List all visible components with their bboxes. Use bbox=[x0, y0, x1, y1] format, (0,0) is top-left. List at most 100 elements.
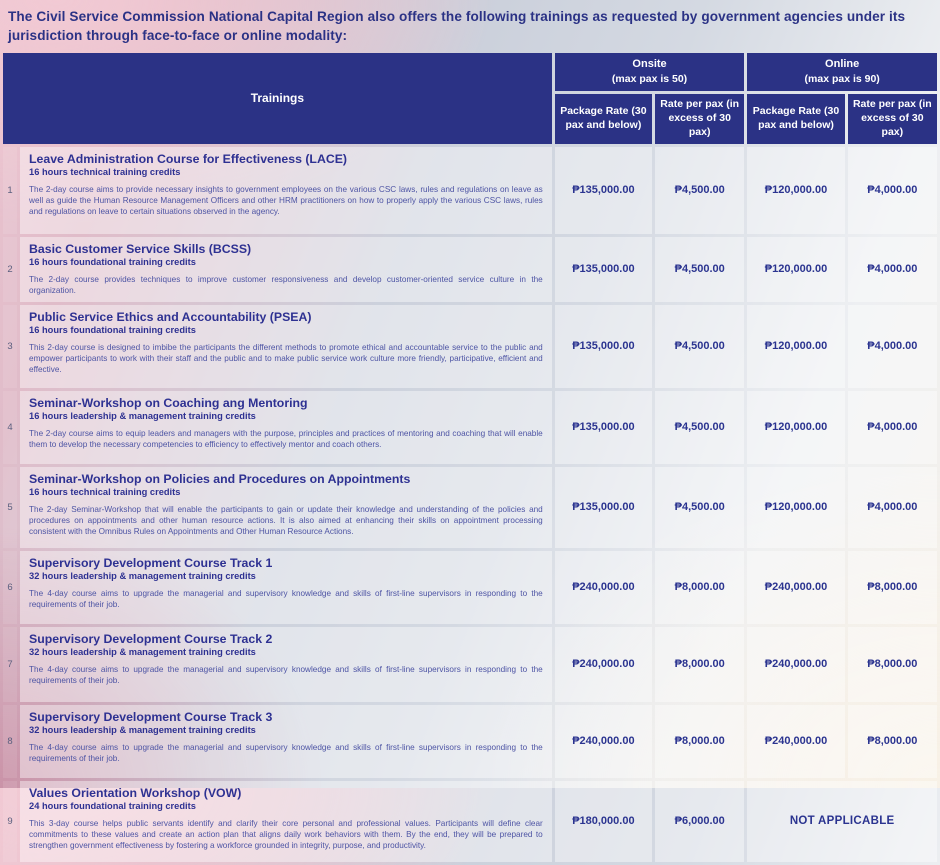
training-credits: 32 hours leadership & management trainin… bbox=[29, 725, 256, 736]
onsite-rate-per-pax: ₱4,500.00 bbox=[655, 146, 745, 234]
training-credits: 16 hours foundational training credits bbox=[29, 257, 196, 268]
table-row: 3 Public Service Ethics and Accountabili… bbox=[3, 304, 937, 388]
training-title: Values Orientation Workshop (VOW) bbox=[29, 785, 242, 800]
training-description: The 4-day course aims to upgrade the man… bbox=[29, 588, 543, 609]
onsite-rate-per-pax: ₱8,000.00 bbox=[655, 704, 745, 778]
training-title: Seminar-Workshop on Coaching ang Mentori… bbox=[29, 395, 308, 410]
online-rate-per-pax: ₱8,000.00 bbox=[847, 626, 937, 702]
online-package-rate: ₱120,000.00 bbox=[747, 146, 845, 234]
onsite-rate-per-pax: ₱8,000.00 bbox=[655, 626, 745, 702]
training-title: Public Service Ethics and Accountability… bbox=[29, 309, 312, 324]
training-credits: 32 hours leadership & management trainin… bbox=[29, 571, 256, 582]
table-row: 5 Seminar-Workshop on Policies and Proce… bbox=[3, 466, 937, 548]
row-number: 6 bbox=[3, 550, 18, 624]
online-package-rate: ₱120,000.00 bbox=[747, 236, 845, 302]
training-description: The 4-day course aims to upgrade the man… bbox=[29, 664, 543, 685]
row-number: 8 bbox=[3, 704, 18, 778]
online-package-rate: ₱120,000.00 bbox=[747, 466, 845, 548]
onsite-package-rate: ₱135,000.00 bbox=[554, 390, 653, 464]
column-group-onsite: Onsite (max pax is 50) bbox=[554, 52, 745, 91]
training-cell: Supervisory Development Course Track 2 3… bbox=[20, 626, 552, 702]
training-title: Supervisory Development Course Track 3 bbox=[29, 709, 273, 724]
online-rate-per-pax: ₱4,000.00 bbox=[847, 304, 937, 388]
table-row: 9 Values Orientation Workshop (VOW) 24 h… bbox=[3, 780, 937, 862]
training-cell: Leave Administration Course for Effectiv… bbox=[20, 146, 552, 234]
onsite-rate-per-pax: ₱4,500.00 bbox=[655, 466, 745, 548]
online-rate-per-pax: ₱4,000.00 bbox=[847, 390, 937, 464]
column-header-trainings: Trainings bbox=[3, 52, 552, 144]
onsite-package-rate: ₱135,000.00 bbox=[554, 304, 653, 388]
training-cell: Supervisory Development Course Track 1 3… bbox=[20, 550, 552, 624]
table-row: 6 Supervisory Development Course Track 1… bbox=[3, 550, 937, 624]
row-number: 1 bbox=[3, 146, 18, 234]
training-title: Leave Administration Course for Effectiv… bbox=[29, 151, 347, 166]
onsite-rate-per-pax: ₱6,000.00 bbox=[655, 780, 745, 862]
onsite-package-rate: ₱135,000.00 bbox=[554, 146, 653, 234]
online-package-rate: ₱120,000.00 bbox=[747, 390, 845, 464]
training-credits: 16 hours leadership & management trainin… bbox=[29, 411, 256, 422]
column-header-onsite-package-rate: Package Rate (30 pax and below) bbox=[554, 93, 653, 144]
onsite-rate-per-pax: ₱8,000.00 bbox=[655, 550, 745, 624]
training-description: The 4-day course aims to upgrade the man… bbox=[29, 742, 543, 763]
row-number: 2 bbox=[3, 236, 18, 302]
training-cell: Public Service Ethics and Accountability… bbox=[20, 304, 552, 388]
online-package-rate: ₱240,000.00 bbox=[747, 626, 845, 702]
group-header-row: Trainings Onsite (max pax is 50) Online … bbox=[3, 52, 937, 144]
onsite-package-rate: ₱135,000.00 bbox=[554, 236, 653, 302]
online-rate-per-pax: ₱8,000.00 bbox=[847, 704, 937, 778]
onsite-group-label: Onsite bbox=[632, 58, 667, 71]
table-row: 7 Supervisory Development Course Track 2… bbox=[3, 626, 937, 702]
training-cell: Supervisory Development Course Track 3 3… bbox=[20, 704, 552, 778]
intro-text: The Civil Service Commission National Ca… bbox=[8, 9, 906, 44]
sub-header-row: Package Rate (30 pax and below) Rate per… bbox=[3, 93, 937, 144]
online-package-rate: ₱240,000.00 bbox=[747, 704, 845, 778]
training-description: This 3-day course helps public servants … bbox=[29, 818, 543, 850]
column-header-online-package-rate: Package Rate (30 pax and below) bbox=[747, 93, 845, 144]
training-cell: Seminar-Workshop on Coaching ang Mentori… bbox=[20, 390, 552, 464]
row-number: 5 bbox=[3, 466, 18, 548]
training-credits: 16 hours technical training credits bbox=[29, 487, 181, 498]
online-rate-per-pax: ₱4,000.00 bbox=[847, 146, 937, 234]
training-cell: Seminar-Workshop on Policies and Procedu… bbox=[20, 466, 552, 548]
onsite-package-rate: ₱135,000.00 bbox=[554, 466, 653, 548]
onsite-group-max: (max pax is 50) bbox=[611, 72, 688, 85]
training-cell: Basic Customer Service Skills (BCSS) 16 … bbox=[20, 236, 552, 302]
training-title: Seminar-Workshop on Policies and Procedu… bbox=[29, 471, 411, 486]
training-description: The 2-day course aims to equip leaders a… bbox=[29, 428, 543, 449]
training-description: The 2-day course aims to provide necessa… bbox=[29, 184, 543, 216]
training-credits: 24 hours foundational training credits bbox=[29, 801, 196, 812]
training-credits: 32 hours leadership & management trainin… bbox=[29, 647, 256, 658]
row-number: 3 bbox=[3, 304, 18, 388]
online-group-max: (max pax is 90) bbox=[804, 72, 880, 85]
training-credits: 16 hours technical training credits bbox=[29, 167, 181, 178]
table-row: 1 Leave Administration Course for Effect… bbox=[3, 146, 937, 234]
training-description: This 2-day course is designed to imbibe … bbox=[29, 342, 543, 374]
training-description: The 2-day Seminar-Workshop that will ena… bbox=[29, 504, 543, 536]
table-row: 8 Supervisory Development Course Track 3… bbox=[3, 704, 937, 778]
column-group-online: Online (max pax is 90) bbox=[747, 52, 937, 91]
online-rate-per-pax: ₱8,000.00 bbox=[847, 550, 937, 624]
row-number: 9 bbox=[3, 780, 18, 862]
training-title: Supervisory Development Course Track 2 bbox=[29, 631, 273, 646]
onsite-package-rate: ₱180,000.00 bbox=[554, 780, 653, 862]
table-row: 4 Seminar-Workshop on Coaching ang Mento… bbox=[3, 390, 937, 464]
onsite-package-rate: ₱240,000.00 bbox=[554, 550, 653, 624]
trainings-table: Trainings Onsite (max pax is 50) Online … bbox=[0, 50, 940, 865]
table-row: 2 Basic Customer Service Skills (BCSS) 1… bbox=[3, 236, 937, 302]
column-header-onsite-rate-per-pax: Rate per pax (in excess of 30 pax) bbox=[655, 93, 745, 144]
online-rate-per-pax: ₱4,000.00 bbox=[847, 236, 937, 302]
column-header-online-rate-per-pax: Rate per pax (in excess of 30 pax) bbox=[847, 93, 937, 144]
onsite-rate-per-pax: ₱4,500.00 bbox=[655, 236, 745, 302]
online-not-applicable: NOT APPLICABLE bbox=[747, 780, 937, 862]
row-number: 7 bbox=[3, 626, 18, 702]
training-title: Supervisory Development Course Track 1 bbox=[29, 555, 273, 570]
training-title: Basic Customer Service Skills (BCSS) bbox=[29, 241, 252, 256]
onsite-rate-per-pax: ₱4,500.00 bbox=[655, 390, 745, 464]
training-cell: Values Orientation Workshop (VOW) 24 hou… bbox=[20, 780, 552, 862]
onsite-package-rate: ₱240,000.00 bbox=[554, 704, 653, 778]
online-group-label: Online bbox=[825, 58, 860, 71]
training-credits: 16 hours foundational training credits bbox=[29, 325, 196, 336]
online-rate-per-pax: ₱4,000.00 bbox=[847, 466, 937, 548]
onsite-rate-per-pax: ₱4,500.00 bbox=[655, 304, 745, 388]
